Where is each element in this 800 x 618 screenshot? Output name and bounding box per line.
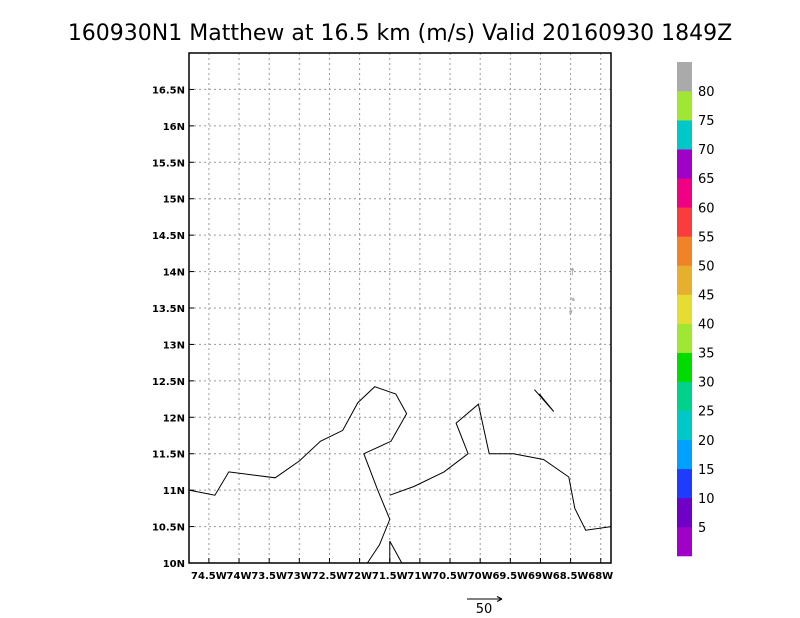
colorbar-segment [677, 236, 692, 266]
colorbar-label: 25 [698, 405, 715, 420]
colorbar-label: 30 [698, 376, 715, 391]
wind-vector-head [571, 297, 575, 302]
latitude-tick-label: 11.5N [152, 450, 185, 461]
longitude-tick-label: 68W [588, 571, 613, 582]
latitude-tick-label: 14.5N [152, 231, 185, 242]
latitude-ticks: 10N 10.5N 11N 11.5N 12N 12.5N 13N 13.5N 14N 14.5N… [152, 85, 194, 570]
longitude-tick-label: 74.5W [191, 571, 227, 582]
colorbar-label: 40 [698, 318, 715, 333]
colorbar-segment [677, 497, 692, 528]
colorbar-segment [677, 120, 692, 150]
colorbar-label: 60 [698, 201, 715, 216]
colorbar-label: 65 [698, 172, 715, 187]
longitude-ticks: 74.5W 74W 73.5W 73W 72.5W 72W 71.5W 71W 70.5W 70W… [191, 558, 613, 582]
latitude-tick-label: 11N [163, 486, 185, 497]
colorbar-label: 75 [698, 114, 715, 129]
longitude-tick-label: 73.5W [251, 571, 287, 582]
colorbar-segment [677, 294, 692, 324]
longitude-tick-label: 72W [347, 571, 372, 582]
colorbar-label: 35 [698, 347, 715, 362]
wind-vector-head [570, 267, 575, 271]
colorbar-segment [677, 352, 692, 382]
reference-vector: 50 [467, 596, 503, 617]
colorbar-segment [677, 207, 692, 237]
reference-vector-arrowhead [496, 596, 503, 602]
latitude-tick-label: 16N [163, 122, 185, 133]
latitude-tick-label: 16.5N [152, 85, 185, 96]
latitude-tick-label: 15.5N [152, 158, 185, 169]
colorbar-label: 50 [698, 259, 715, 274]
latitude-tick-label: 12N [163, 413, 185, 424]
longitude-tick-label: 69W [528, 571, 553, 582]
longitude-tick-label: 70.5W [432, 571, 468, 582]
latitude-tick-label: 13N [163, 340, 185, 351]
longitude-tick-label: 71.5W [372, 571, 408, 582]
colorbar-label: 70 [698, 143, 715, 158]
wind-vector-head [568, 309, 573, 314]
colorbar-label: 80 [698, 85, 715, 100]
latitude-tick-label: 12.5N [152, 377, 185, 388]
latitude-tick-label: 10.5N [152, 523, 185, 534]
latitude-tick-label: 13.5N [152, 304, 185, 315]
colorbar-segment [677, 468, 692, 499]
colorbar-label: 45 [698, 288, 715, 303]
colorbar-segment [677, 323, 692, 353]
colorbar-segment [677, 526, 692, 557]
colorbar-label: 10 [698, 492, 715, 507]
latitude-tick-label: 14N [163, 268, 185, 279]
colorbar-segment [677, 439, 692, 470]
wind-vectors [568, 267, 575, 315]
colorbar-label: 5 [698, 521, 706, 536]
reference-vector-label: 50 [476, 602, 493, 617]
coastline [188, 386, 408, 564]
colorbar-segment [677, 149, 692, 179]
coastline [389, 540, 403, 564]
coastlines [188, 386, 612, 564]
colorbar-segment [677, 410, 692, 441]
colorbar-segment [677, 178, 692, 208]
lat-lon-grid [189, 53, 611, 564]
colorbar: 5 10 15 20 25 30 35 40 45 50 55 60 65 70 75 80 [677, 62, 715, 557]
colorbar-label: 55 [698, 230, 715, 245]
longitude-tick-label: 68.5W [553, 571, 589, 582]
longitude-tick-label: 71W [407, 571, 432, 582]
longitude-tick-label: 69.5W [492, 571, 528, 582]
colorbar-label: 15 [698, 463, 715, 478]
coastline [389, 403, 612, 531]
longitude-tick-label: 70W [468, 571, 493, 582]
colorbar-segment [677, 91, 692, 121]
colorbar-segment [677, 62, 692, 92]
latitude-tick-label: 10N [163, 559, 185, 570]
latitude-tick-label: 15N [163, 195, 185, 206]
longitude-tick-label: 72.5W [312, 571, 348, 582]
colorbar-label: 20 [698, 434, 715, 449]
colorbar-segment [677, 265, 692, 295]
longitude-tick-label: 74W [227, 571, 252, 582]
coastline [534, 389, 555, 412]
colorbar-segment [677, 381, 692, 412]
longitude-tick-label: 73W [287, 571, 312, 582]
map-title: 160930N1 Matthew at 16.5 km (m/s) Valid … [68, 21, 732, 46]
